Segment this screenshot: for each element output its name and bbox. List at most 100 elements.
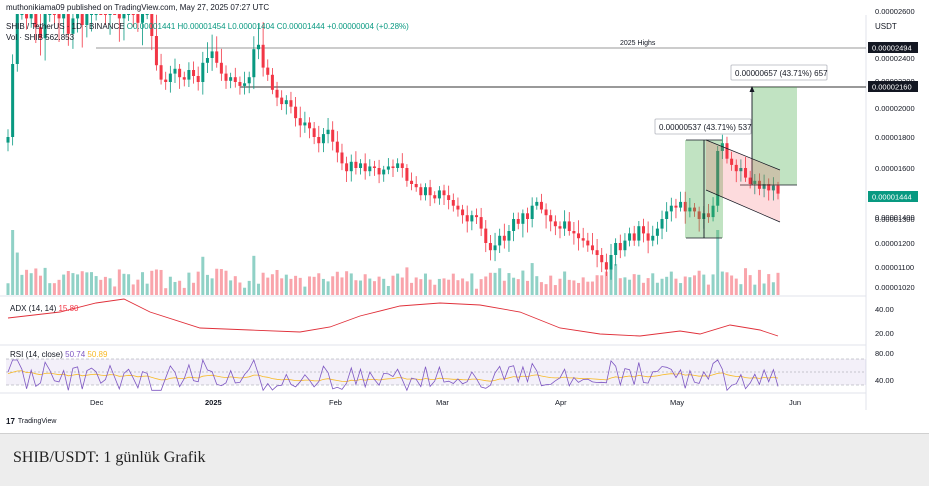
volume-bar bbox=[679, 283, 683, 295]
candle-body bbox=[665, 211, 669, 219]
candle-body bbox=[187, 70, 191, 80]
volume-bar bbox=[753, 284, 757, 295]
tradingview-logo-icon: 17 bbox=[6, 417, 15, 426]
y-tick: 0.00001600 bbox=[875, 164, 915, 173]
volume-bar bbox=[298, 277, 302, 295]
volume-bar bbox=[400, 277, 404, 295]
candle-body bbox=[530, 205, 534, 219]
volume-bar bbox=[711, 274, 715, 295]
candle-body bbox=[470, 215, 474, 222]
adx-tick: 40.00 bbox=[875, 305, 894, 314]
volume-bar bbox=[563, 271, 567, 295]
symbol-legend: SHIB / TetherUS · 1D · BINANCE O0.000014… bbox=[6, 22, 409, 31]
candle-body bbox=[771, 185, 775, 191]
volume-bar bbox=[609, 264, 613, 295]
candle-body bbox=[474, 215, 479, 218]
rsi-line bbox=[7, 358, 779, 392]
volume-bar bbox=[359, 280, 363, 295]
adx-label: ADX (14, 14) bbox=[10, 304, 57, 313]
candle-body bbox=[526, 213, 530, 219]
candle-body bbox=[182, 77, 186, 80]
volume-bar bbox=[178, 280, 182, 295]
candle-body bbox=[674, 205, 678, 208]
volume-bar bbox=[159, 269, 163, 295]
candle-body bbox=[210, 51, 214, 58]
candle-body bbox=[512, 219, 516, 231]
candle-body bbox=[419, 187, 423, 196]
volume-bar bbox=[164, 288, 168, 295]
volume-bar bbox=[275, 269, 279, 295]
candle-body bbox=[725, 143, 729, 159]
volume-bar bbox=[340, 277, 344, 295]
candle-body bbox=[623, 240, 627, 251]
volume-bar bbox=[623, 277, 627, 295]
y-tick: 0.00002000 bbox=[875, 104, 915, 113]
candle-body bbox=[553, 221, 557, 227]
candle-body bbox=[349, 161, 353, 172]
volume-bar bbox=[614, 264, 618, 295]
candle-body bbox=[275, 89, 279, 98]
candle-body bbox=[577, 233, 581, 239]
y-tick: 0.00001020 bbox=[875, 283, 915, 292]
volume-bar bbox=[154, 269, 158, 295]
candle-body bbox=[405, 168, 409, 181]
candle-body bbox=[38, 27, 42, 39]
volume-bar bbox=[493, 272, 497, 295]
volume-bar bbox=[25, 269, 29, 295]
candle-body bbox=[377, 168, 381, 175]
chart-svg[interactable]: 0.00000537 (43.71%) 537 0.00000657 (43.7… bbox=[0, 0, 929, 430]
candle-body bbox=[748, 177, 752, 184]
candle-body bbox=[168, 73, 172, 82]
candle-body bbox=[433, 195, 437, 199]
volume-bar bbox=[396, 273, 400, 295]
candle-body bbox=[507, 231, 511, 241]
volume-bar bbox=[233, 276, 237, 295]
volume-bar bbox=[414, 277, 418, 295]
candle-body bbox=[558, 226, 562, 229]
volume-bar bbox=[345, 271, 349, 295]
volume-bar bbox=[692, 275, 697, 295]
candle-body bbox=[117, 14, 121, 19]
candle-body bbox=[423, 187, 427, 196]
volume-bar bbox=[80, 271, 84, 295]
volume-bar bbox=[71, 273, 75, 295]
volume-bar bbox=[113, 286, 117, 295]
volume-bar bbox=[405, 267, 409, 295]
badge-highs: 0.00002494 bbox=[872, 44, 912, 53]
volume-bar bbox=[205, 274, 209, 295]
volume-bar bbox=[20, 274, 24, 295]
candle-body bbox=[261, 44, 265, 68]
candle-body bbox=[256, 44, 260, 50]
volume-bar bbox=[716, 230, 720, 295]
badge-target: 0.00002160 bbox=[872, 83, 912, 92]
rsi-legend: RSI (14, close) 50.74 50.89 bbox=[10, 350, 107, 359]
volume-legend: Vol · SHIB 562.853 bbox=[6, 33, 74, 42]
candle-body bbox=[89, 14, 94, 15]
candle-body bbox=[57, 14, 61, 19]
tradingview-brand[interactable]: 17 TradingView bbox=[6, 417, 56, 426]
y-tick: 0.00002400 bbox=[875, 54, 915, 63]
badge-current: 0.00001444 bbox=[872, 193, 912, 202]
x-tick: Apr bbox=[555, 398, 567, 407]
candle-body bbox=[317, 137, 321, 144]
candle-body bbox=[660, 219, 664, 229]
volume-bar bbox=[484, 276, 488, 295]
candle-body bbox=[159, 65, 163, 80]
volume-bar bbox=[651, 273, 655, 295]
candle-body bbox=[331, 129, 335, 142]
candle-body bbox=[720, 143, 724, 151]
volume-bar bbox=[776, 272, 780, 295]
candle-body bbox=[697, 211, 701, 219]
volume-bar bbox=[512, 277, 516, 295]
rsi-tick: 40.00 bbox=[875, 376, 894, 385]
candle-body bbox=[131, 14, 135, 15]
candle-body bbox=[71, 18, 75, 34]
volume-bar bbox=[326, 281, 330, 295]
volume-bar bbox=[688, 277, 692, 295]
volume-bar bbox=[145, 283, 149, 295]
candle-body bbox=[219, 62, 223, 74]
volume-bar bbox=[266, 277, 270, 295]
volume-bar bbox=[762, 283, 766, 295]
candle-body bbox=[354, 161, 358, 168]
candle-body bbox=[451, 200, 455, 206]
